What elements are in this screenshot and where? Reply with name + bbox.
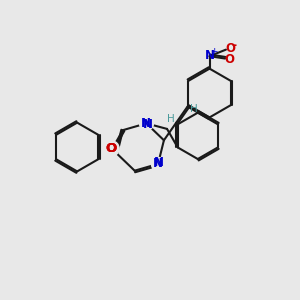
- Text: O: O: [225, 42, 235, 55]
- Text: O: O: [224, 53, 234, 66]
- Text: N: N: [141, 117, 152, 130]
- Text: H: H: [167, 114, 175, 124]
- Text: N: N: [154, 156, 164, 169]
- Text: O: O: [105, 142, 116, 155]
- Text: -: -: [231, 39, 236, 52]
- Text: +: +: [210, 47, 217, 56]
- Text: N: N: [205, 49, 214, 62]
- Text: N: N: [153, 158, 163, 170]
- Text: O: O: [105, 142, 116, 155]
- Text: O: O: [105, 142, 116, 155]
- Text: N: N: [142, 118, 152, 131]
- Text: H: H: [190, 104, 198, 114]
